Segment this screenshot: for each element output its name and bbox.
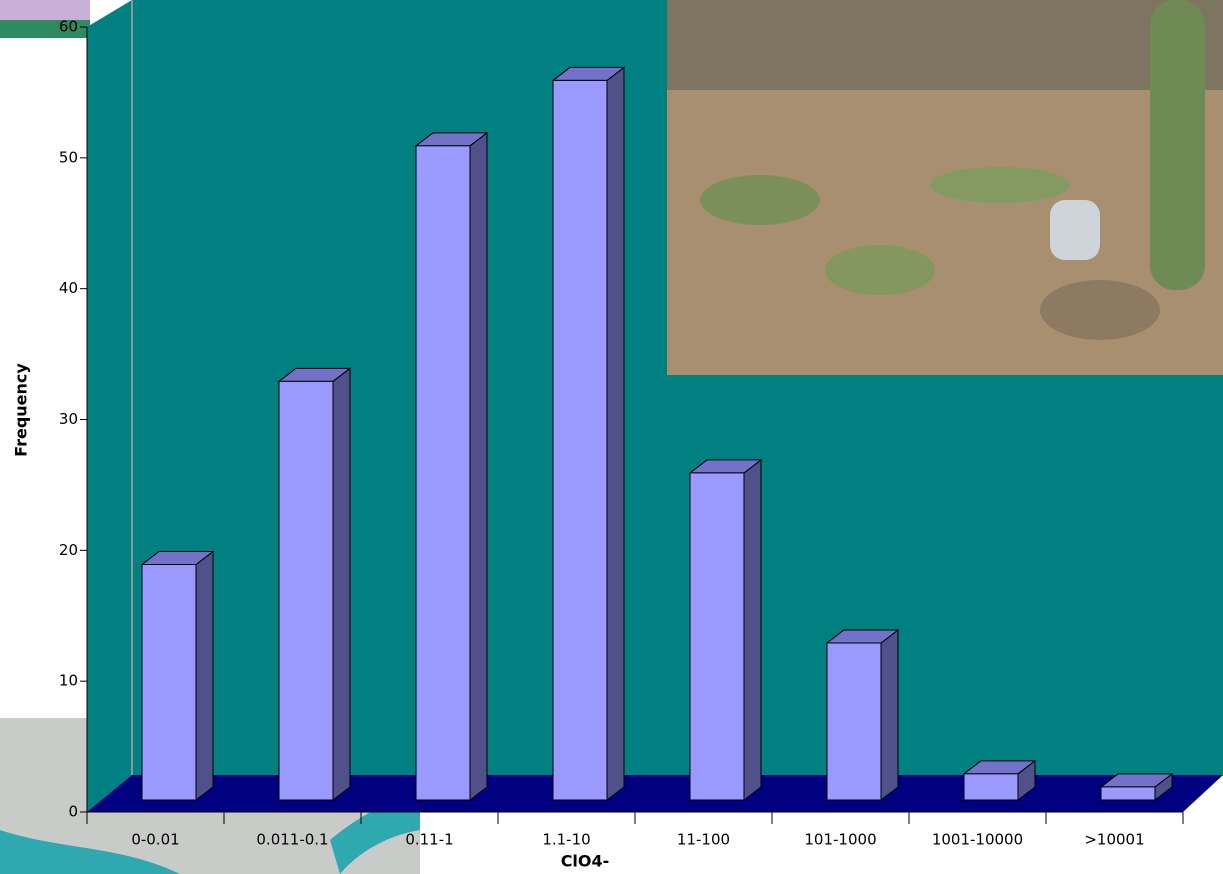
x-tick-label: 101-1000 bbox=[804, 831, 876, 849]
bar bbox=[279, 381, 333, 800]
bar-side bbox=[607, 67, 624, 800]
y-tick-label: 40 bbox=[59, 279, 78, 297]
chart-floor bbox=[87, 775, 1223, 812]
x-tick-label: 0.011-0.1 bbox=[256, 831, 328, 849]
y-tick-label: 20 bbox=[59, 541, 78, 559]
y-axis-title: Frequency bbox=[12, 363, 31, 457]
bar bbox=[827, 643, 881, 800]
y-tick-label: 10 bbox=[59, 672, 78, 690]
page: {"chart_data": {"type": "bar3d", "x_labe… bbox=[0, 0, 1223, 874]
bar-side bbox=[881, 630, 898, 800]
x-tick-label: >10001 bbox=[1084, 831, 1144, 849]
bar bbox=[964, 774, 1018, 800]
bar-side bbox=[196, 552, 213, 801]
x-tick-label: 1001-10000 bbox=[932, 831, 1023, 849]
photo bbox=[667, 0, 1223, 375]
y-tick-label: 30 bbox=[59, 410, 78, 428]
y-tick-label: 50 bbox=[59, 148, 78, 166]
bar bbox=[416, 146, 470, 800]
x-tick-label: 11-100 bbox=[677, 831, 730, 849]
x-tick-label: 1.1-10 bbox=[542, 831, 590, 849]
y-tick-label: 0 bbox=[68, 803, 78, 821]
bar bbox=[1101, 787, 1155, 800]
x-tick-label: 0.11-1 bbox=[405, 831, 453, 849]
bar-side bbox=[744, 460, 761, 800]
bar-side bbox=[333, 368, 350, 800]
x-tick-label: 0-0.01 bbox=[131, 831, 179, 849]
chart: Frequency ClO4- 0 10 20 30 40 50 60 0-0.01 0.011… bbox=[0, 0, 1223, 874]
y-tick-label: 60 bbox=[59, 18, 78, 36]
bar-side bbox=[470, 133, 487, 800]
bar bbox=[553, 80, 607, 800]
bar bbox=[142, 565, 196, 801]
x-axis-title: ClO4- bbox=[561, 852, 610, 871]
bar bbox=[690, 473, 744, 800]
